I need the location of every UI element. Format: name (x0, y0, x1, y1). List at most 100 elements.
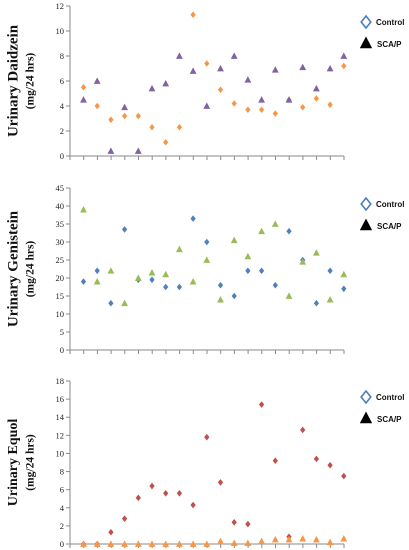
data-point-purple-5 (134, 147, 142, 154)
data-point-red-10 (204, 433, 210, 441)
y-tick-label: 2 (60, 126, 64, 136)
legend-scap-icon (359, 218, 373, 231)
data-point-green-4 (121, 299, 129, 307)
legend-scap-label: SCA/P (377, 415, 402, 424)
data-point-orange-18 (312, 535, 320, 543)
data-point-blue-10 (204, 238, 210, 246)
data-point-blue-4 (121, 226, 128, 233)
legend-scap-icon (359, 36, 373, 49)
data-point-blue-3 (108, 299, 114, 307)
data-point-green-7 (162, 270, 170, 278)
data-point-blue-2 (94, 267, 100, 275)
y-tick-label: 15 (56, 291, 65, 301)
y-tick-label: 12 (56, 430, 65, 440)
data-point-blue-14 (258, 267, 265, 275)
data-point-blue-1 (80, 278, 87, 285)
data-point-green-16 (285, 292, 293, 299)
data-point-blue-13 (245, 267, 251, 275)
legend-control-icon (360, 389, 372, 405)
data-point-blue-11 (217, 281, 224, 289)
y-tick-label: 4 (60, 101, 65, 111)
data-point-red-14 (258, 401, 265, 408)
data-point-orange-1 (80, 540, 87, 547)
data-point-purple-7 (162, 79, 170, 87)
legend-control-label: Control (376, 200, 404, 209)
data-point-purple-3 (107, 147, 115, 154)
data-point-green-6 (148, 269, 156, 276)
y-tick-label: 8 (60, 51, 64, 61)
data-point-blue-20 (341, 285, 347, 293)
y-tick-label: 16 (56, 394, 65, 404)
y-tick-label: 8 (60, 467, 64, 477)
y-tick-label: 12 (56, 1, 65, 11)
data-point-orange-15 (272, 110, 278, 117)
data-point-orange-7 (162, 540, 170, 547)
legend-scap-icon (359, 411, 373, 424)
data-point-orange-10 (203, 540, 211, 547)
data-point-orange-7 (163, 138, 169, 146)
legend-scap-label: SCA/P (377, 222, 402, 231)
data-point-blue-6 (149, 276, 155, 284)
legend-scap-label: SCA/P (377, 40, 402, 49)
data-point-blue-18 (313, 299, 320, 307)
data-point-orange-2 (93, 540, 101, 547)
data-point-orange-20 (340, 534, 348, 542)
data-point-orange-13 (245, 106, 251, 114)
data-point-purple-11 (217, 64, 224, 72)
chart-panel-2: 0 5 10 15 20 25 30 35 40 45 Urinary Genistein (mg/2… (5, 183, 404, 355)
data-point-green-5 (134, 274, 142, 281)
data-point-orange-9 (190, 11, 196, 19)
y-tick-label: 18 (56, 376, 65, 386)
data-point-orange-12 (230, 539, 238, 546)
data-point-green-1 (80, 206, 87, 213)
y-tick-label: 10 (56, 448, 65, 458)
data-point-blue-16 (286, 227, 292, 235)
data-point-purple-13 (244, 76, 252, 83)
y-tick-label: 45 (56, 183, 65, 193)
data-point-orange-4 (121, 112, 128, 120)
data-point-orange-5 (134, 540, 142, 547)
y-tick-label: 14 (56, 412, 65, 422)
data-point-red-3 (108, 528, 114, 536)
legend-control-label: Control (376, 393, 404, 402)
data-point-orange-6 (148, 540, 156, 547)
data-point-blue-12 (231, 292, 237, 300)
data-point-red-20 (341, 472, 347, 480)
y-tick-label: 35 (56, 219, 65, 229)
data-point-green-9 (189, 278, 197, 285)
data-point-blue-8 (176, 283, 183, 291)
data-point-red-19 (327, 461, 333, 469)
data-point-green-10 (203, 256, 211, 263)
data-point-orange-15 (271, 535, 279, 543)
y-tick-label: 6 (60, 485, 64, 495)
y-tick-label: 6 (60, 76, 64, 86)
data-point-orange-9 (189, 540, 197, 547)
data-point-purple-17 (299, 63, 307, 71)
data-point-red-17 (300, 426, 306, 434)
data-point-green-20 (340, 270, 348, 278)
y-axis-label: Urinary Daidzein (5, 24, 21, 137)
chart-panel-1: 0 2 4 6 8 10 12 Urinary Daidzein (mg/24 hrs) Cont… (5, 1, 404, 161)
data-point-orange-12 (231, 100, 237, 107)
data-point-purple-20 (340, 52, 348, 59)
y-axis-unit-label: (mg/24 hrs) (25, 434, 37, 491)
y-tick-label: 20 (56, 273, 65, 283)
data-point-blue-15 (272, 281, 278, 289)
y-tick-label: 25 (56, 255, 65, 265)
data-point-orange-3 (108, 116, 114, 124)
chart-panel-3: 0 2 4 6 8 10 12 14 16 18 Urinary Equol (mg/24 hrs) C… (6, 376, 404, 549)
data-point-orange-5 (135, 112, 141, 120)
data-point-orange-11 (217, 537, 224, 545)
y-tick-label: 0 (60, 345, 64, 355)
data-point-green-12 (230, 236, 238, 244)
data-point-orange-19 (326, 538, 334, 546)
data-point-red-4 (121, 515, 128, 522)
data-point-green-18 (312, 249, 320, 256)
data-point-purple-10 (203, 102, 211, 109)
data-point-green-8 (175, 245, 183, 253)
y-tick-label: 4 (60, 503, 65, 513)
data-point-orange-6 (149, 123, 155, 131)
data-point-orange-16 (285, 535, 293, 543)
data-point-red-7 (163, 489, 169, 497)
